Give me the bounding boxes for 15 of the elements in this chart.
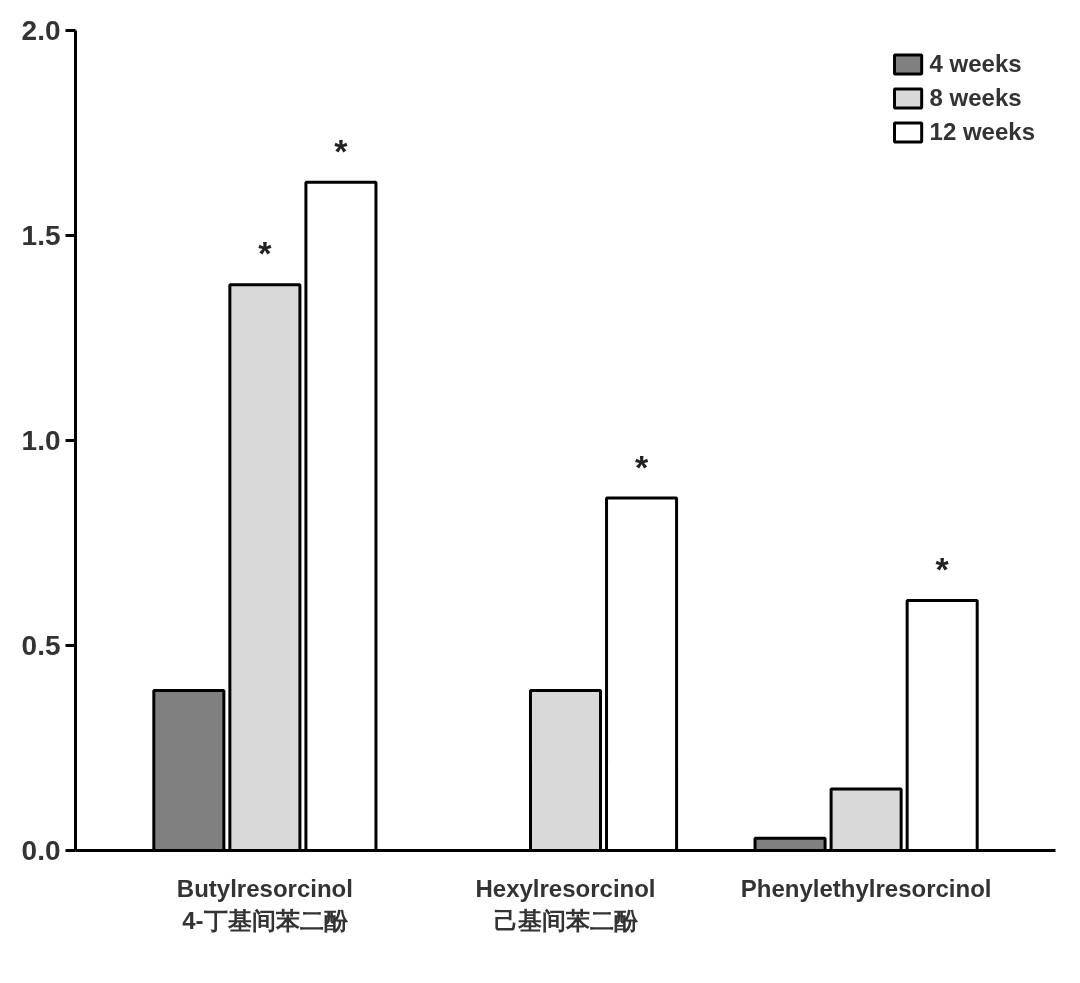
x-tick-label: Phenylethylresorcinol xyxy=(740,874,992,902)
y-tick-label: 0.5 xyxy=(21,630,61,661)
y-tick-label: 1.5 xyxy=(21,220,61,251)
y-tick-label: 2.0 xyxy=(21,15,61,46)
y-tick-label: 0.0 xyxy=(21,835,61,866)
data-label: * xyxy=(935,550,950,589)
data-label: * xyxy=(634,447,649,486)
legend-label: 8 weeks xyxy=(929,84,1022,112)
x-tick-label: Hexylresorcinol 己基间苯二酚 xyxy=(475,874,656,934)
x-tick-label: Butylresorcinol 4-丁基间苯二酚 xyxy=(176,874,353,934)
y-tick-label: 1.0 xyxy=(21,425,61,456)
data-label: * xyxy=(258,234,273,273)
data-label: * xyxy=(334,131,349,170)
legend-label: 12 weeks xyxy=(929,118,1035,146)
legend-label: 4 weeks xyxy=(929,50,1022,78)
